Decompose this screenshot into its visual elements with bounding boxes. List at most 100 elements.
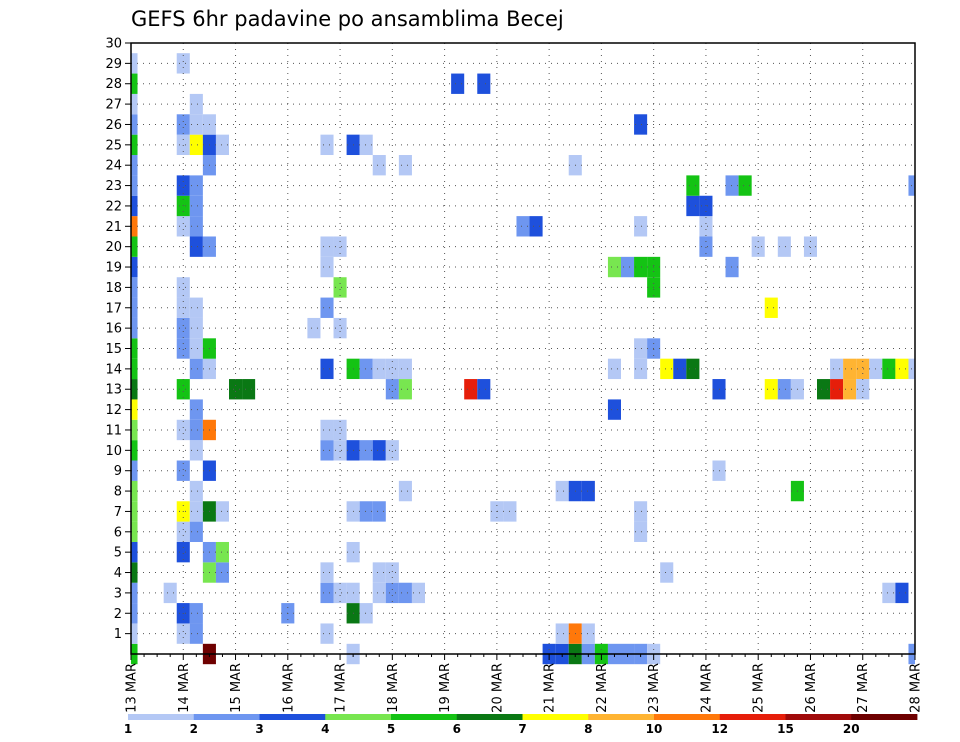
heatmap-cells [131, 53, 915, 665]
heatmap-cell [398, 379, 412, 400]
heatmap-cell [477, 379, 491, 400]
heatmap-cell [634, 338, 648, 359]
heatmap-cell [189, 399, 203, 420]
heatmap-cell [131, 582, 138, 604]
heatmap-cell [686, 195, 700, 217]
heatmap-cell [333, 419, 347, 441]
x-tick-label: 23 MAR [647, 663, 662, 713]
legend-swatch [522, 714, 589, 720]
heatmap-cell [751, 236, 765, 257]
heatmap-cell [131, 73, 138, 94]
x-tick-label: 25 MAR [752, 663, 767, 713]
legend-label: 12 [711, 722, 728, 736]
legend-label: 15 [777, 722, 794, 736]
heatmap-cell [176, 277, 190, 298]
y-tick-label: 3 [114, 586, 122, 601]
heatmap-cell [385, 440, 399, 461]
heatmap-cell [555, 480, 569, 502]
y-tick-label: 7 [114, 505, 122, 520]
heatmap-cell [673, 358, 687, 380]
heatmap-cell [843, 379, 857, 400]
legend-label: 6 [453, 722, 461, 736]
heatmap-cell [320, 236, 334, 257]
heatmap-cell [634, 358, 648, 380]
y-tick-label: 2 [114, 607, 122, 622]
heatmap-cell [189, 480, 203, 502]
heatmap-cell [803, 236, 817, 257]
y-tick-label: 16 [105, 322, 122, 337]
heatmap-cell [215, 541, 229, 563]
heatmap-cell [189, 501, 203, 522]
heatmap-cell [607, 256, 621, 278]
legend-label: 4 [321, 722, 329, 736]
heatmap-cell [131, 379, 138, 400]
heatmap-cell [131, 195, 138, 217]
y-tick-label: 20 [105, 240, 122, 255]
heatmap-cell [372, 501, 386, 522]
heatmap-cell [320, 419, 334, 441]
heatmap-cell [607, 399, 621, 420]
heatmap-cell [843, 358, 857, 380]
heatmap-cell [189, 521, 203, 542]
heatmap-cell [229, 379, 243, 400]
heatmap-cell [725, 175, 739, 196]
legend-label: 2 [190, 722, 198, 736]
legend-label: 20 [843, 722, 860, 736]
legend-swatch [654, 714, 721, 720]
heatmap-cell [131, 460, 138, 481]
x-tick-label: 16 MAR [281, 663, 296, 713]
heatmap-cell [176, 521, 190, 542]
heatmap-cell [699, 236, 713, 257]
heatmap-cell [738, 175, 752, 196]
y-tick-label: 15 [105, 342, 122, 357]
heatmap-cell [634, 114, 648, 135]
heatmap-cell [176, 541, 190, 563]
legend-label: 7 [518, 722, 526, 736]
y-tick-label: 26 [105, 118, 122, 133]
x-tick-label: 13 MAR [125, 663, 140, 713]
y-tick-label: 25 [105, 138, 122, 153]
heatmap-cell [581, 480, 595, 502]
y-tick-label: 11 [105, 423, 122, 438]
heatmap-cell [411, 582, 425, 604]
x-tick-label: 24 MAR [699, 663, 714, 713]
y-tick-label: 1 [114, 627, 122, 642]
heatmap-cell [634, 501, 648, 522]
y-tick-label: 28 [105, 77, 122, 92]
legend-label: 10 [646, 722, 663, 736]
heatmap-cell [163, 582, 177, 604]
y-tick-label: 27 [105, 98, 122, 113]
heatmap-cell [131, 134, 138, 156]
heatmap-cell [895, 358, 909, 380]
heatmap-cell [131, 541, 138, 563]
x-tick-label: 18 MAR [386, 663, 401, 713]
heatmap-cell [131, 216, 138, 237]
heatmap-cell [131, 338, 138, 359]
heatmap-cell [176, 419, 190, 441]
heatmap-cell [359, 440, 373, 461]
heatmap-cell [176, 317, 190, 339]
heatmap-cell [686, 358, 700, 380]
heatmap-cell [882, 358, 896, 380]
heatmap-cell [320, 256, 334, 278]
y-axis: 1234567891011121314151617181920212223242… [105, 37, 131, 642]
heatmap-cell [398, 582, 412, 604]
heatmap-cell [176, 216, 190, 237]
heatmap-cell [131, 603, 138, 624]
heatmap-cell [189, 175, 203, 196]
heatmap-cell [131, 297, 138, 318]
chart-title: GEFS 6hr padavine po ansamblima Becej [131, 7, 564, 31]
heatmap-cell [176, 623, 190, 644]
heatmap-cell [189, 216, 203, 237]
heatmap-cell [189, 358, 203, 380]
heatmap-cell [131, 562, 138, 583]
legend-swatch [785, 714, 852, 720]
heatmap-cell [189, 419, 203, 441]
y-tick-label: 9 [114, 464, 122, 479]
heatmap-cell [385, 582, 399, 604]
y-tick-label: 30 [105, 37, 122, 52]
y-tick-label: 14 [105, 362, 122, 377]
y-tick-label: 12 [105, 403, 122, 418]
legend-swatch [193, 714, 260, 720]
heatmap-cell [359, 358, 373, 380]
